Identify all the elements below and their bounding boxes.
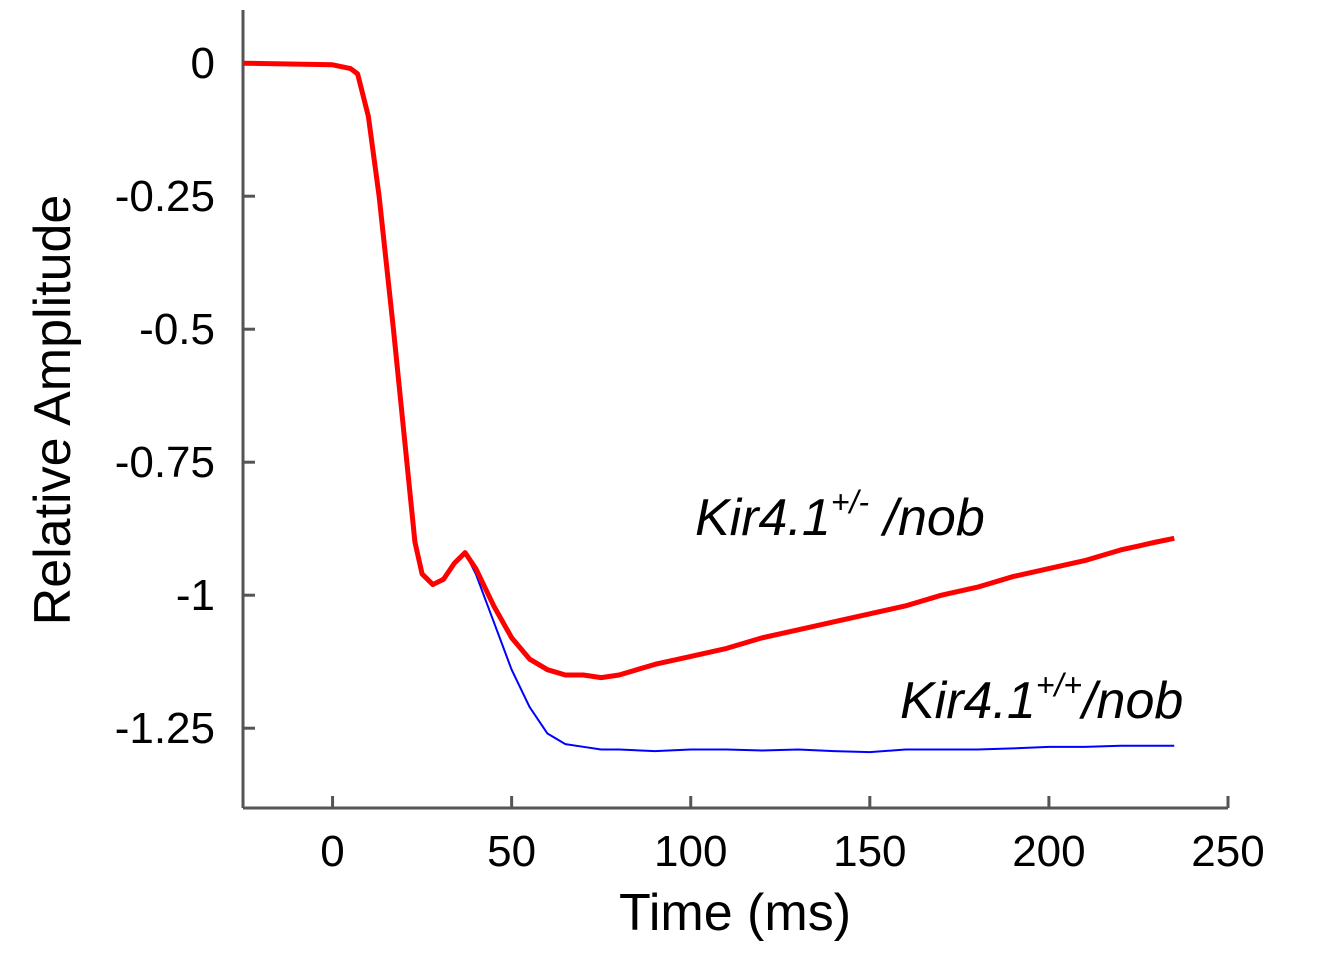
y-tick-label: -0.25: [115, 172, 215, 221]
annotation: Kir4.1+/- /nob: [695, 484, 985, 547]
annotation-text: Kir4.1: [695, 489, 831, 547]
annotation-suffix: /nob: [1079, 672, 1183, 730]
series-line: [242, 60, 1175, 681]
x-tick-label: 100: [654, 827, 727, 876]
annotation: Kir4.1+/+/nob: [900, 667, 1183, 730]
annotation-superscript: +/+: [1036, 667, 1082, 703]
y-axis-title: Relative Amplitude: [24, 195, 82, 626]
x-tick-label: 50: [487, 827, 536, 876]
x-axis-title: Time (ms): [619, 884, 851, 942]
y-tick-label: -1.25: [115, 704, 215, 753]
y-tick-label: -1: [176, 571, 215, 620]
x-tick-label: 150: [833, 827, 906, 876]
annotation-suffix: /nob: [869, 489, 985, 547]
x-tick-label: 0: [320, 827, 344, 876]
series-line: [242, 62, 1175, 754]
y-tick-label: -0.75: [115, 438, 215, 487]
y-tick-label: -0.5: [139, 305, 215, 354]
annotation-text: Kir4.1: [900, 672, 1036, 730]
annotation-superscript: +/-: [831, 484, 869, 520]
y-tick-label: 0: [191, 39, 215, 88]
x-tick-label: 200: [1012, 827, 1085, 876]
x-tick-label: 250: [1191, 827, 1264, 876]
